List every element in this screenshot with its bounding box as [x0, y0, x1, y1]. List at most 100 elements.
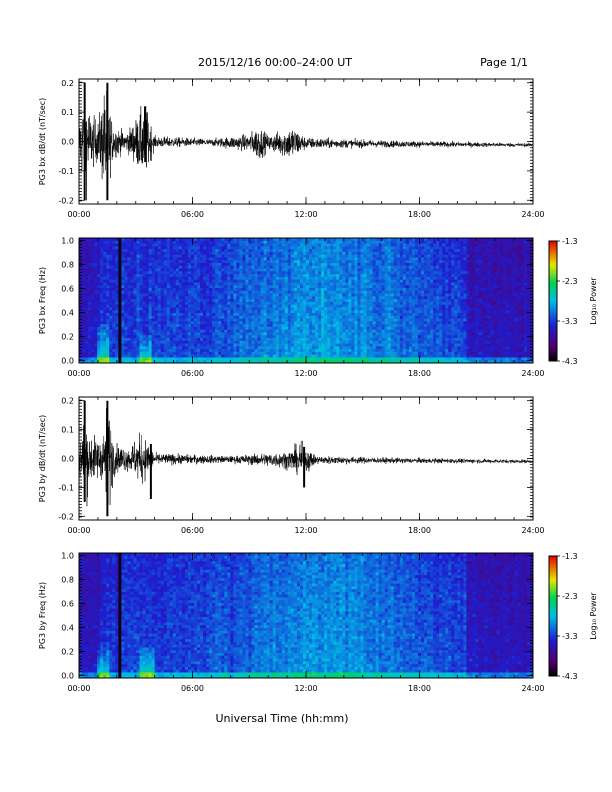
heatmap-cell [97, 340, 101, 344]
heatmap-cell [302, 254, 307, 258]
heatmap-cell [327, 282, 331, 286]
heatmap-cell [181, 346, 186, 350]
heatmap-cell [239, 276, 243, 281]
heatmap-cell [354, 296, 358, 300]
heatmap-cell [339, 265, 343, 269]
heatmap-cell [375, 326, 380, 331]
heatmap-cell [351, 346, 355, 350]
heatmap-cell [175, 268, 180, 272]
heatmap-cell [302, 332, 307, 336]
heatmap-cell [281, 296, 286, 300]
heatmap-cell [387, 354, 392, 358]
heatmap-cell [296, 310, 301, 314]
heatmap-cell [97, 326, 101, 331]
heatmap-cell [263, 254, 268, 258]
heatmap-cell [366, 360, 370, 364]
heatmap-cell [227, 282, 231, 286]
heatmap-cell [281, 246, 286, 250]
heatmap-cell [91, 360, 95, 364]
heatmap-cell [339, 357, 343, 361]
heatmap-cell [309, 326, 313, 331]
heatmap-cell [121, 249, 125, 253]
heatmap-cell [94, 321, 98, 325]
heatmap-cell [281, 282, 286, 286]
heatmap-cell [166, 243, 171, 247]
heatmap-cell [194, 343, 198, 347]
heatmap-cell [230, 324, 234, 328]
heatmap-cell [139, 257, 143, 261]
heatmap-cell [79, 318, 83, 322]
heatmap-cell [312, 240, 316, 244]
heatmap-cell [266, 293, 271, 297]
heatmap-cell [318, 249, 322, 253]
heatmap-cell [306, 324, 310, 328]
heatmap-cell [254, 276, 258, 281]
heatmap-cell [372, 254, 377, 258]
heatmap-cell [360, 304, 364, 308]
heatmap-cell [112, 329, 116, 333]
heatmap-cell [278, 343, 283, 347]
heatmap-cell [203, 321, 207, 325]
heatmap-cell [224, 346, 228, 350]
heatmap-cell [248, 340, 252, 344]
heatmap-cell [139, 351, 143, 356]
heatmap-cell [399, 246, 404, 250]
heatmap-cell [384, 301, 389, 306]
heatmap-cell [302, 360, 307, 364]
heatmap-cell [97, 296, 101, 300]
heatmap-cell [245, 349, 249, 353]
heatmap-cell [233, 332, 237, 336]
heatmap-cell [396, 304, 401, 308]
heatmap-cell [360, 315, 364, 319]
heatmap-cell [169, 238, 174, 242]
heatmap-cell [281, 329, 286, 333]
heatmap-cell [378, 296, 383, 300]
heatmap-cell [336, 290, 340, 294]
heatmap-cell [324, 321, 328, 325]
heatmap-cell [172, 346, 177, 350]
heatmap-cell [299, 301, 304, 306]
heatmap-cell [133, 285, 137, 289]
heatmap-cell [293, 310, 298, 314]
heatmap-cell [106, 263, 110, 267]
heatmap-cell [372, 351, 377, 356]
heatmap-cell [151, 332, 156, 336]
heatmap-cell [103, 265, 107, 269]
heatmap-cell [275, 338, 280, 342]
heatmap-cell [209, 329, 213, 333]
heatmap-cell [106, 346, 110, 350]
heatmap-cell [154, 318, 159, 322]
heatmap-cell [254, 310, 258, 314]
heatmap-cell [209, 243, 213, 247]
heatmap-cell [160, 326, 165, 331]
heatmap-cell [351, 340, 355, 344]
heatmap-cell [142, 304, 146, 308]
heatmap-cell [342, 351, 346, 356]
heatmap-cell [163, 351, 168, 356]
heatmap-cell [248, 360, 252, 364]
heatmap-cell [88, 340, 92, 344]
heatmap-cell [221, 301, 225, 306]
heatmap-cell [354, 349, 358, 353]
heatmap-cell [115, 290, 119, 294]
heatmap-cell [106, 343, 110, 347]
heatmap-cell [287, 254, 292, 258]
heatmap-cell [306, 318, 310, 322]
heatmap-cell [378, 299, 383, 303]
heatmap-cell [100, 351, 104, 356]
heatmap-cell [130, 346, 134, 350]
heatmap-cell [236, 288, 240, 292]
heatmap-cell [200, 349, 204, 353]
heatmap-cell [348, 251, 352, 256]
heatmap-cell [348, 296, 352, 300]
heatmap-cell [269, 246, 274, 250]
heatmap-cell [127, 260, 131, 264]
heatmap-cell [175, 301, 180, 306]
heatmap-cell [130, 335, 134, 339]
heatmap-cell [393, 338, 398, 342]
heatmap-cell [357, 246, 361, 250]
heatmap-cell [351, 304, 355, 308]
heatmap-cell [363, 296, 367, 300]
heatmap-cell [375, 335, 380, 339]
heatmap-cell [82, 251, 86, 256]
